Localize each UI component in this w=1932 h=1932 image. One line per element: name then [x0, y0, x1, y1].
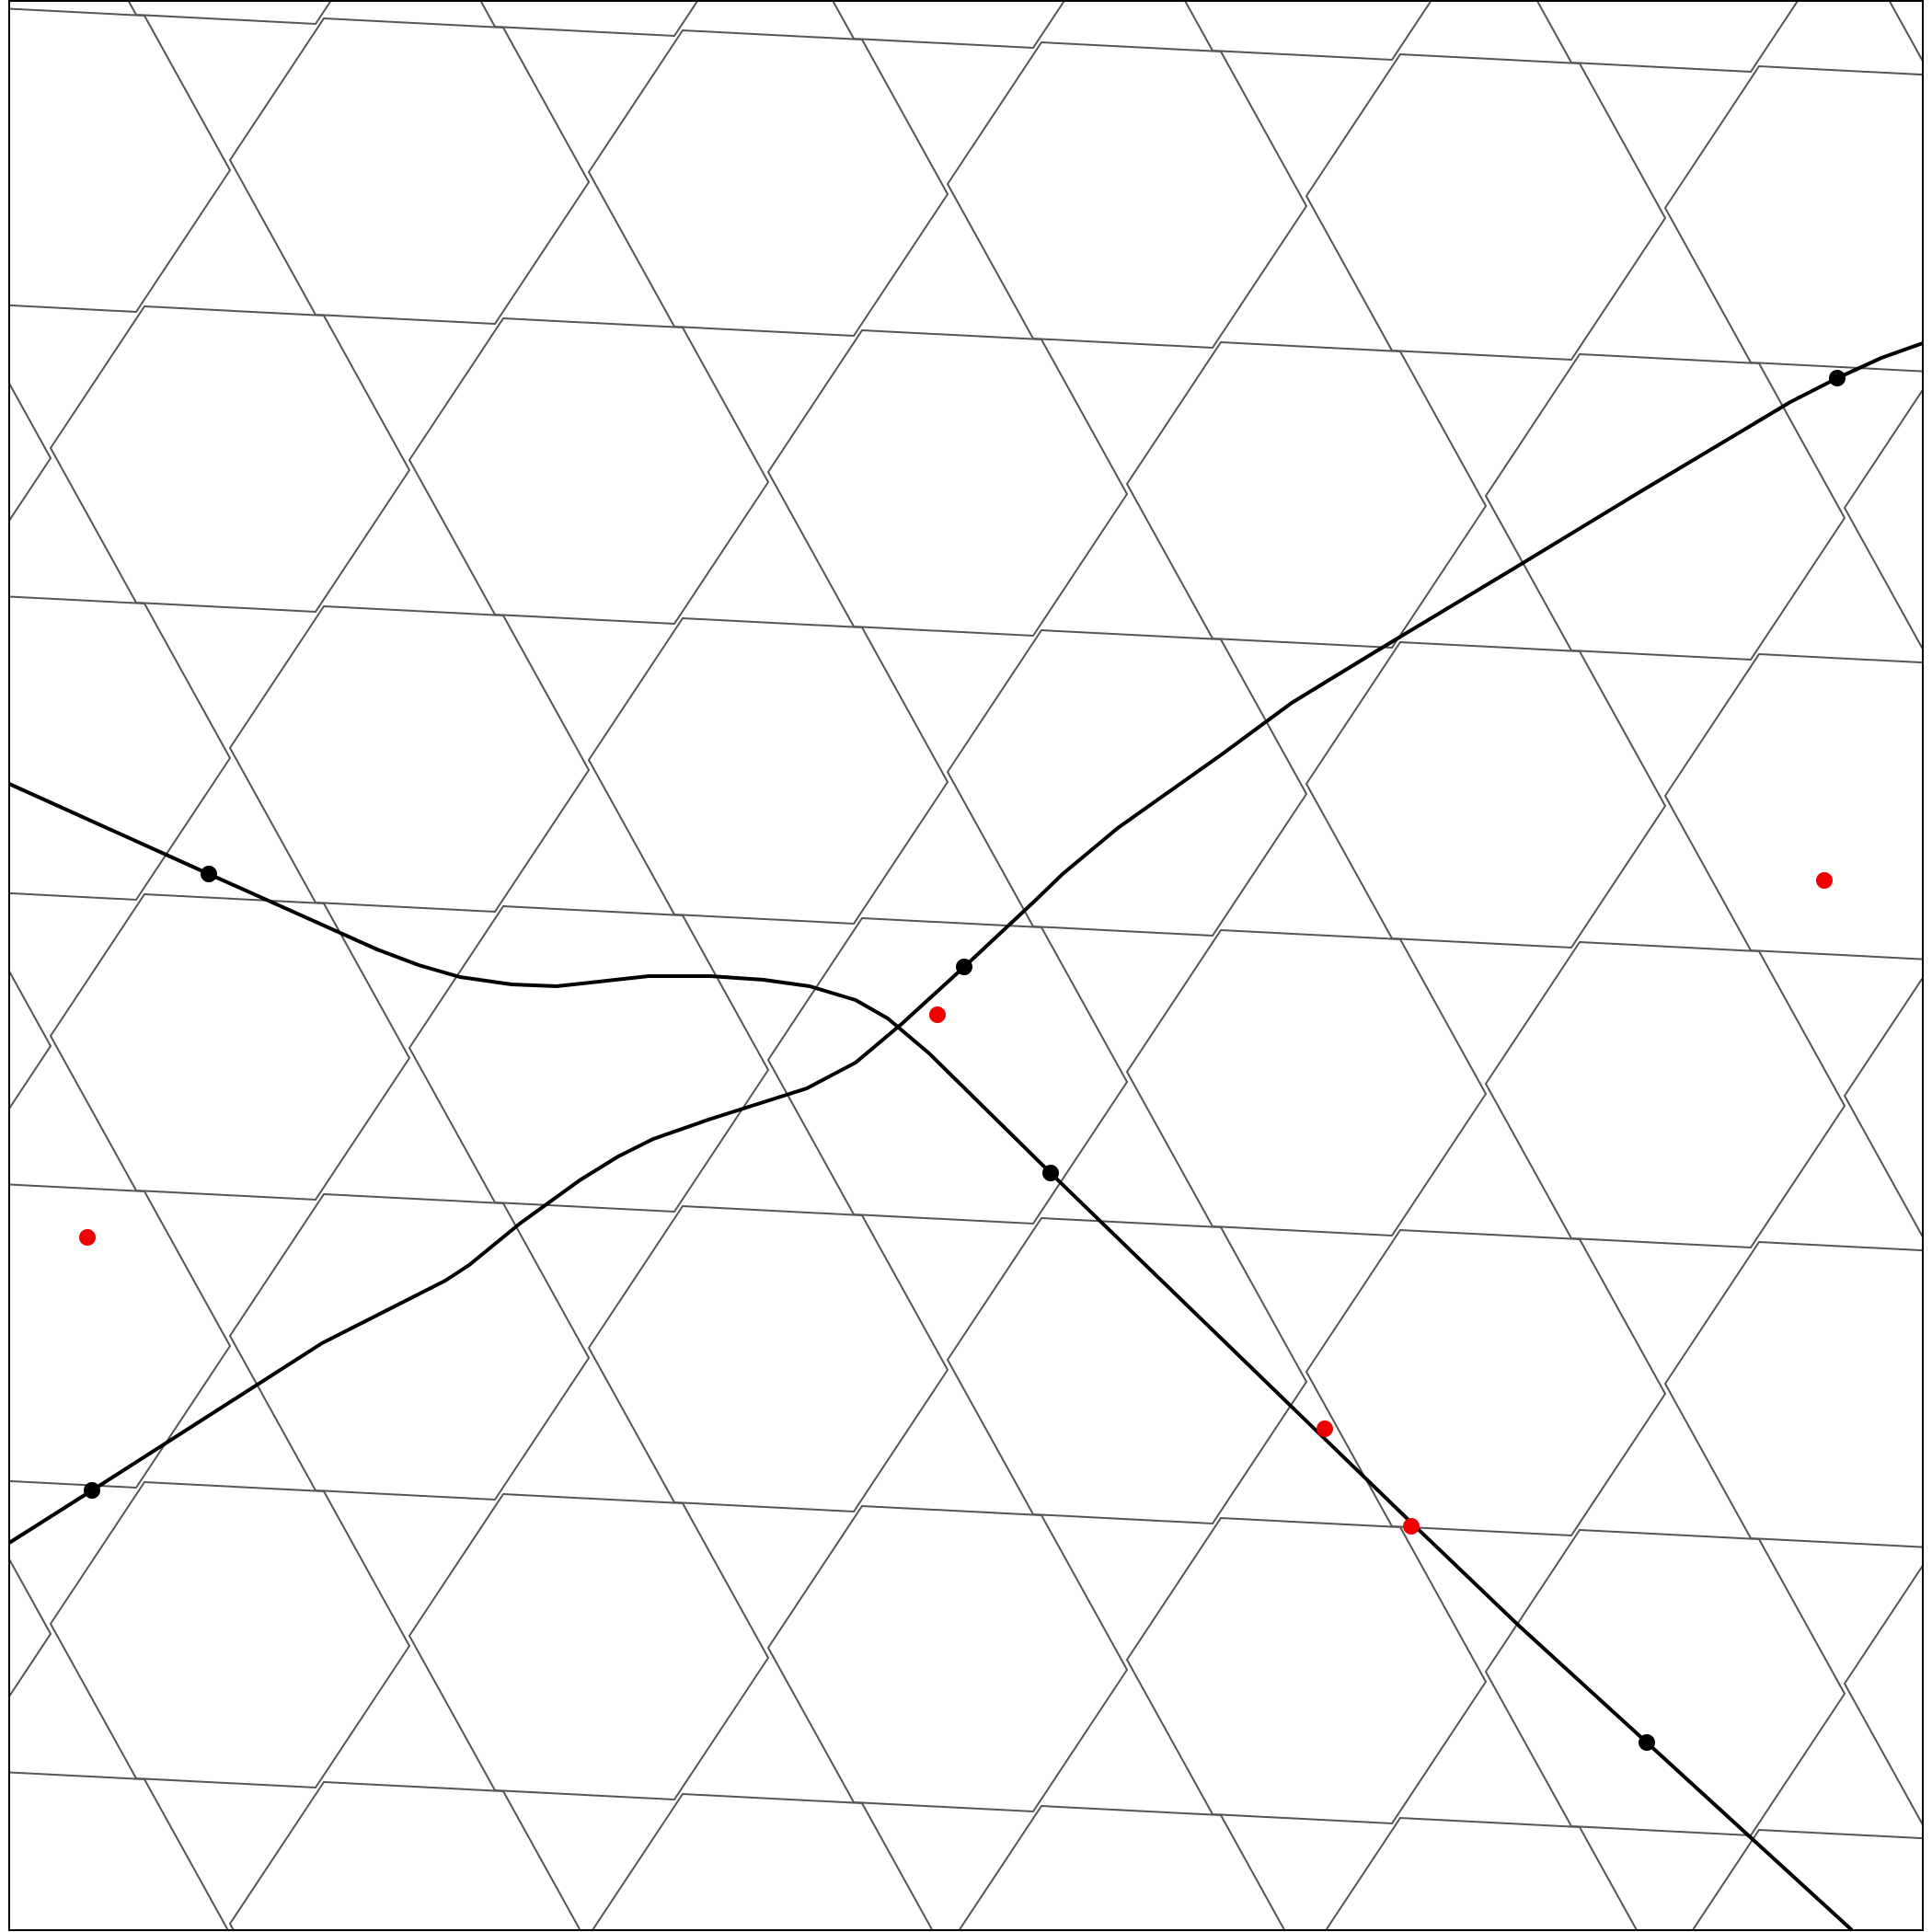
- route-a-waypoint[interactable]: [956, 959, 972, 975]
- hex-cell: [1663, 64, 1923, 373]
- route-b-waypoint[interactable]: [1639, 1734, 1655, 1751]
- hex-cell: [126, 0, 333, 26]
- poi-marker[interactable]: [1403, 1518, 1420, 1535]
- route-b-waypoint[interactable]: [1042, 1165, 1059, 1181]
- poi-marker[interactable]: [1317, 1420, 1333, 1437]
- hex-cell: [1843, 1563, 1923, 1827]
- route-b-line[interactable]: [8, 782, 1854, 1932]
- hex-cell: [1843, 387, 1923, 651]
- route-a-waypoint[interactable]: [1829, 370, 1846, 386]
- route-a-waypoint[interactable]: [84, 1482, 100, 1499]
- hex-cell: [1663, 1240, 1923, 1548]
- routes-layer: [7, 341, 1924, 1932]
- hex-cell: [1663, 652, 1923, 960]
- hex-cell: [1183, 0, 1433, 62]
- map-frame: [8, 0, 1924, 1931]
- poi-marker[interactable]: [929, 1006, 946, 1023]
- poi-layer: [79, 872, 1833, 1535]
- hex-cell: [1843, 975, 1923, 1239]
- route-a-line[interactable]: [7, 341, 1924, 1545]
- hex-cell: [478, 0, 700, 38]
- waypoints-layer: [84, 370, 1846, 1751]
- poi-marker[interactable]: [79, 1229, 96, 1246]
- poi-marker[interactable]: [1816, 872, 1833, 889]
- hex-cell: [831, 0, 1066, 50]
- route-b-waypoint[interactable]: [201, 866, 217, 882]
- hex-cell: [1535, 0, 1800, 74]
